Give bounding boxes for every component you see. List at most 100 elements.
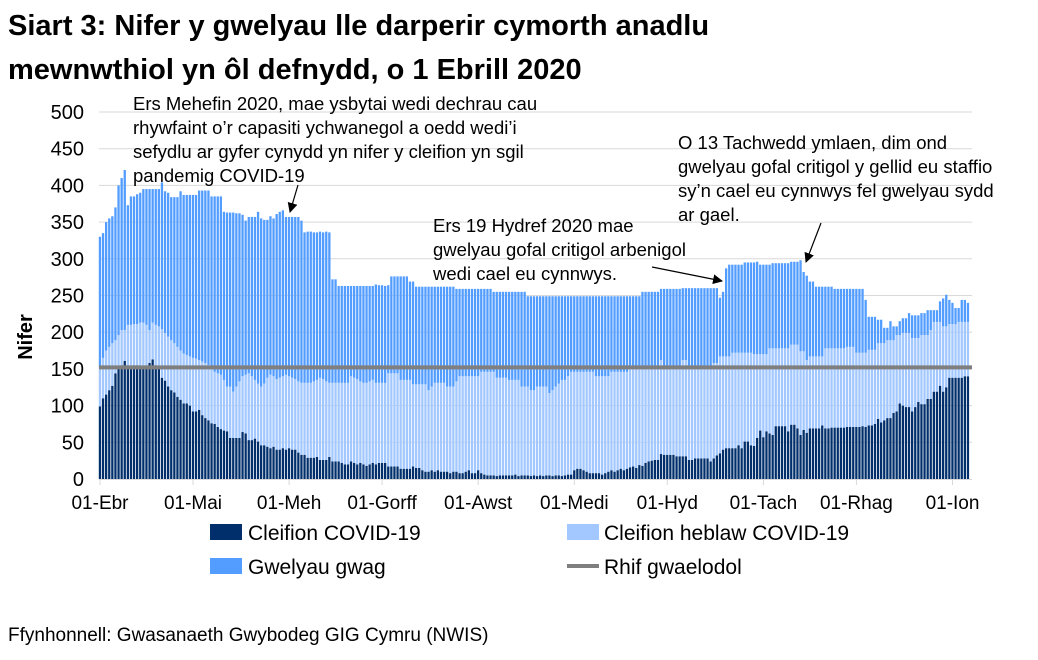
bar-non-covid bbox=[653, 368, 656, 460]
bar-covid bbox=[337, 461, 340, 479]
bar-empty-beds bbox=[523, 291, 526, 387]
bar-non-covid bbox=[489, 371, 492, 476]
bar-covid bbox=[384, 462, 387, 479]
bar-empty-beds bbox=[938, 301, 942, 322]
bar-non-covid bbox=[873, 349, 877, 424]
bar-empty-beds bbox=[306, 231, 309, 383]
bar-empty-beds bbox=[641, 291, 644, 369]
bar-empty-beds bbox=[489, 288, 492, 372]
bar-non-covid bbox=[188, 356, 191, 406]
bar-empty-beds bbox=[501, 291, 505, 378]
bar-covid bbox=[374, 464, 377, 479]
bar-empty-beds bbox=[675, 288, 678, 367]
bar-covid bbox=[446, 471, 449, 479]
bar-covid bbox=[594, 473, 598, 479]
bar-covid bbox=[681, 456, 684, 479]
bar-empty-beds bbox=[384, 285, 387, 383]
bar-covid bbox=[659, 454, 663, 479]
annotation-november-line-2: gwelyau gofal critigol y gellid eu staff… bbox=[678, 156, 992, 177]
bar-non-covid bbox=[114, 340, 117, 374]
bar-non-covid bbox=[365, 382, 368, 466]
bar-non-covid bbox=[920, 335, 923, 405]
bar-non-covid bbox=[802, 351, 805, 430]
bar-non-covid bbox=[467, 376, 470, 471]
bar-non-covid bbox=[858, 352, 861, 427]
bar-non-covid bbox=[170, 340, 173, 391]
bar-non-covid bbox=[787, 348, 790, 432]
bar-covid bbox=[721, 449, 725, 479]
bar-covid bbox=[182, 403, 185, 479]
bar-covid bbox=[551, 476, 554, 479]
bar-non-covid bbox=[235, 386, 238, 438]
bar-non-covid bbox=[576, 371, 579, 469]
bar-non-covid bbox=[449, 386, 452, 474]
bar-empty-beds bbox=[777, 263, 780, 349]
bar-non-covid bbox=[855, 352, 858, 427]
bar-non-covid bbox=[566, 376, 570, 475]
bar-empty-beds bbox=[442, 286, 446, 383]
bar-covid bbox=[573, 470, 576, 479]
bar-non-covid bbox=[191, 357, 195, 412]
bar-non-covid bbox=[238, 381, 241, 438]
bar-covid bbox=[560, 476, 563, 479]
bar-empty-beds bbox=[449, 286, 452, 387]
bar-empty-beds bbox=[430, 286, 433, 387]
bar-non-covid bbox=[142, 322, 145, 368]
bar-non-covid bbox=[145, 324, 148, 367]
bar-non-covid bbox=[501, 377, 505, 476]
bar-covid bbox=[120, 365, 123, 479]
bar-non-covid bbox=[622, 371, 625, 471]
bar-non-covid bbox=[343, 382, 346, 465]
bar-covid bbox=[309, 457, 312, 479]
bar-covid bbox=[421, 470, 424, 479]
bar-non-covid bbox=[638, 368, 641, 466]
bar-empty-beds bbox=[188, 194, 191, 357]
bar-covid bbox=[480, 473, 483, 479]
bar-empty-beds bbox=[452, 286, 455, 387]
bar-empty-beds bbox=[632, 296, 635, 369]
bar-empty-beds bbox=[746, 262, 749, 353]
bar-covid bbox=[963, 376, 966, 479]
bar-non-covid bbox=[492, 371, 495, 476]
bar-empty-beds bbox=[749, 262, 753, 353]
bar-non-covid bbox=[399, 379, 402, 469]
bar-empty-beds bbox=[210, 196, 213, 369]
bar-non-covid bbox=[300, 382, 303, 455]
bar-non-covid bbox=[520, 386, 523, 476]
bar-covid bbox=[777, 426, 780, 479]
bar-empty-beds bbox=[213, 196, 216, 372]
bar-covid bbox=[731, 448, 734, 479]
bar-empty-beds bbox=[551, 296, 554, 391]
bar-covid bbox=[845, 426, 849, 479]
bar-non-covid bbox=[160, 329, 164, 378]
bar-covid bbox=[824, 428, 827, 479]
bar-empty-beds bbox=[628, 296, 632, 369]
bar-empty-beds bbox=[526, 296, 529, 387]
bar-empty-beds bbox=[864, 299, 867, 353]
bar-covid bbox=[241, 432, 244, 479]
bar-empty-beds bbox=[731, 264, 734, 353]
bar-empty-beds bbox=[839, 288, 842, 349]
bar-non-covid bbox=[582, 371, 585, 471]
bar-non-covid bbox=[570, 371, 573, 475]
bar-non-covid bbox=[625, 371, 629, 469]
bar-empty-beds bbox=[610, 296, 613, 372]
bar-empty-beds bbox=[260, 218, 263, 387]
bar-non-covid bbox=[148, 330, 151, 364]
bar-empty-beds bbox=[737, 264, 740, 353]
bar-non-covid bbox=[157, 326, 160, 369]
bar-empty-beds bbox=[291, 216, 294, 378]
bar-empty-beds bbox=[182, 194, 185, 354]
bar-non-covid bbox=[715, 363, 718, 456]
bar-covid bbox=[415, 467, 418, 479]
bar-non-covid bbox=[765, 354, 768, 432]
bar-covid bbox=[408, 468, 412, 479]
bar-covid bbox=[669, 454, 672, 479]
bar-covid bbox=[545, 475, 548, 479]
bar-non-covid bbox=[886, 340, 889, 419]
bar-covid bbox=[635, 467, 638, 479]
bar-empty-beds bbox=[687, 288, 691, 367]
bar-covid bbox=[706, 458, 709, 479]
bar-covid bbox=[343, 464, 346, 479]
